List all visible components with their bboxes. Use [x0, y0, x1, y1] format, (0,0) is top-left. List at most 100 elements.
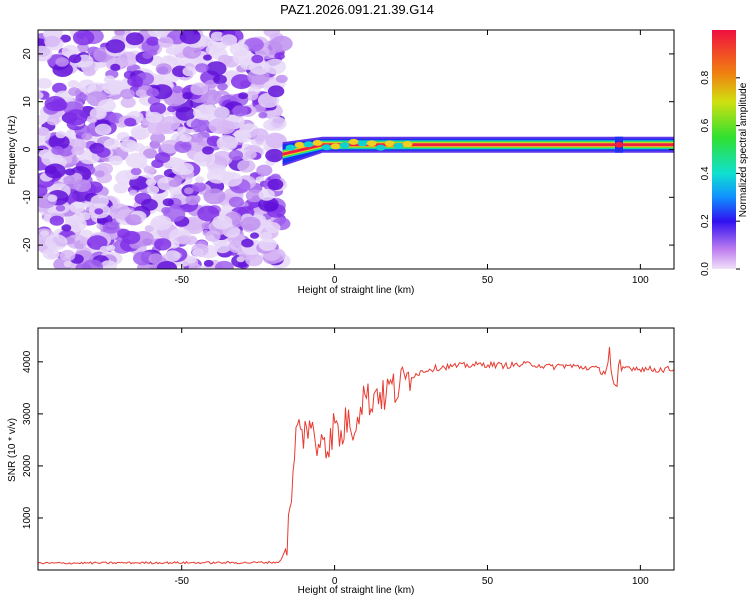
noise-blob [102, 80, 124, 95]
noise-blob [258, 112, 268, 119]
noise-blob [179, 133, 192, 143]
noise-blob [179, 30, 201, 45]
noise-blob [203, 188, 226, 205]
y-tick-label: 4000 [22, 350, 33, 373]
colorbar-tick-label: 0.4 [700, 166, 711, 180]
noise-blob [167, 105, 177, 113]
noise-blob [105, 39, 126, 54]
noise-blob [81, 132, 93, 141]
noise-blob [135, 89, 147, 97]
noise-blob [94, 208, 104, 215]
noise-blob [125, 32, 144, 46]
noise-blob [265, 222, 281, 234]
snr-series-line [38, 347, 674, 565]
colorbar: 0.0 0.2 0.4 0.6 0.8 Normalized spectral ampl… [700, 30, 749, 276]
noise-blob [174, 140, 192, 153]
noise-blob [59, 249, 76, 262]
noise-blob [48, 134, 70, 150]
noise-blob [172, 85, 183, 94]
noise-blob [213, 74, 227, 85]
noise-blob [142, 51, 153, 59]
noise-blob [149, 102, 167, 115]
noise-blob [197, 35, 213, 47]
noise-field [38, 30, 293, 269]
noise-blob [165, 47, 175, 55]
noise-blob [229, 114, 240, 123]
noise-blob [215, 260, 234, 269]
noise-blob [202, 146, 214, 155]
noise-blob [42, 247, 60, 260]
noise-blob [143, 148, 158, 159]
noise-blob [68, 87, 81, 96]
noise-blob [76, 43, 89, 53]
noise-blob [216, 135, 238, 151]
noise-blob [100, 260, 117, 269]
noise-blob [244, 91, 259, 101]
colorbar-gradient [712, 30, 736, 269]
noise-blob [237, 159, 256, 173]
snr-x-label: Height of straight line (km) [298, 585, 415, 596]
noise-blob [240, 216, 261, 231]
noise-blob [205, 45, 220, 55]
noise-blob [69, 201, 85, 213]
spectrogram-x-axis: -50 0 50 100 [174, 30, 649, 286]
spectrogram-panel: -50 0 50 100 -20 -10 0 10 20 Height of straight… [7, 29, 749, 296]
signal-band-blob [348, 138, 359, 145]
noise-blob [270, 35, 293, 52]
noise-blob [232, 219, 244, 228]
chart-title: PAZ1.2026.091.21.39.G14 [280, 2, 434, 17]
noise-blob [156, 261, 178, 269]
noise-blob [55, 130, 66, 139]
noise-blob [195, 176, 205, 184]
noise-blob [241, 238, 254, 248]
snr-frame [37, 327, 675, 571]
noise-blob [145, 178, 157, 187]
signal-band-blob [366, 140, 377, 147]
noise-blob [220, 34, 238, 47]
noise-blob [103, 138, 120, 150]
signal-band-blob [321, 144, 332, 151]
noise-blob [267, 85, 285, 98]
noise-blob [230, 74, 252, 90]
noise-blob [149, 141, 161, 150]
y-tick-label: 3000 [22, 402, 33, 425]
x-tick-label: 50 [482, 275, 494, 286]
x-tick-label: 100 [632, 576, 649, 587]
noise-blob [82, 67, 96, 77]
noise-blob [182, 92, 193, 100]
noise-blob [110, 63, 121, 71]
x-tick-label: 0 [332, 576, 338, 587]
noise-blob [120, 97, 136, 108]
noise-blob [193, 104, 215, 121]
noise-blob [182, 45, 202, 59]
noise-blob [125, 152, 148, 169]
noise-blob [192, 248, 204, 257]
signal-band-blob [384, 140, 395, 147]
noise-blob [164, 250, 181, 262]
signal-band-blob [285, 144, 296, 151]
noise-blob [212, 215, 233, 230]
noise-blob [102, 221, 120, 234]
noise-blob [146, 185, 160, 195]
noise-blob [55, 57, 69, 67]
noise-blob [206, 61, 227, 76]
noise-blob [125, 214, 142, 226]
noise-blob [114, 30, 125, 36]
noise-blob [94, 123, 112, 136]
noise-blob [211, 106, 230, 119]
noise-blob [117, 228, 131, 239]
signal-band-blob [303, 141, 314, 148]
colorbar-ticks: 0.0 0.2 0.4 0.6 0.8 [700, 70, 740, 276]
noise-blob [258, 197, 279, 212]
noise-blob [90, 194, 109, 208]
noise-blob [148, 253, 164, 264]
noise-blob [171, 56, 184, 66]
noise-blob [94, 170, 105, 178]
noise-blob [47, 194, 58, 202]
noise-blob [38, 184, 48, 197]
noise-blob [190, 118, 211, 132]
colorbar-label: Normalized spectral amplitude [738, 82, 749, 217]
noise-blob [67, 80, 80, 89]
noise-blob [265, 148, 284, 163]
noise-blob [232, 105, 248, 117]
